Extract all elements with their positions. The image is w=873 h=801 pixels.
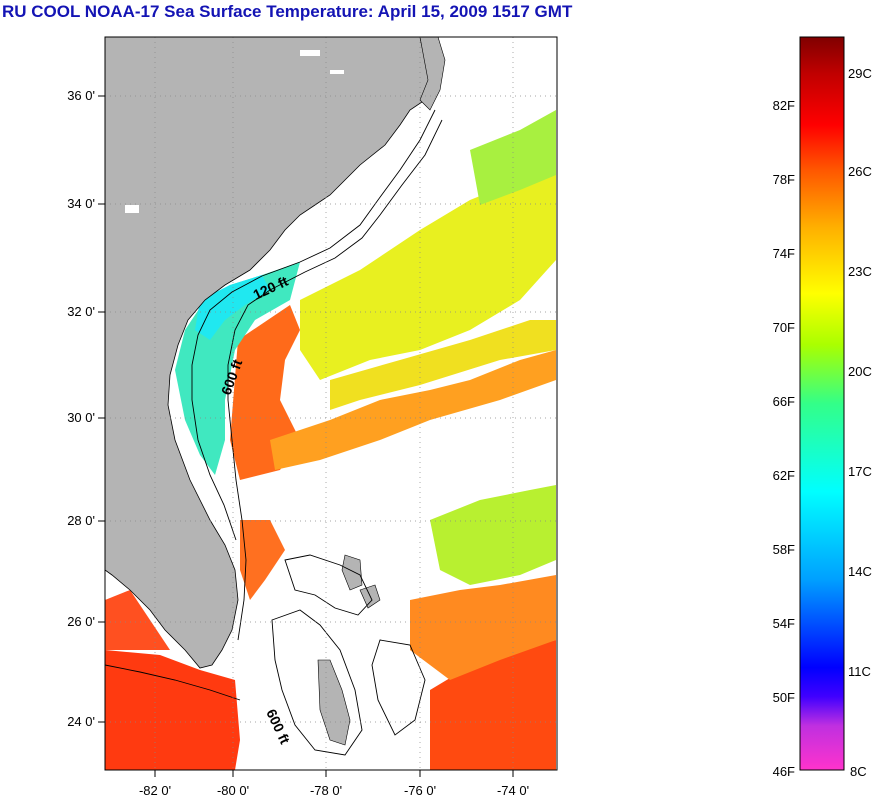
sst-offshore-yellow-north bbox=[300, 160, 556, 380]
c-label-11: 11C bbox=[848, 664, 871, 679]
cloud-speck bbox=[125, 205, 139, 213]
lat-label-32: 32 0' bbox=[67, 304, 95, 319]
sst-southeast-orange bbox=[410, 575, 556, 680]
f-label-54: 54F bbox=[773, 616, 795, 631]
outer-banks-land bbox=[419, 37, 446, 111]
contour-600ft bbox=[227, 119, 443, 641]
bathymetry-contours bbox=[105, 109, 443, 756]
contour-florida-keys bbox=[105, 664, 241, 701]
c-label-29: 29C bbox=[848, 66, 872, 81]
andros-island bbox=[317, 659, 351, 746]
lon-label-82: -82 0' bbox=[139, 783, 171, 798]
f-label-58: 58F bbox=[773, 542, 795, 557]
f-label-78: 78F bbox=[773, 172, 795, 187]
cloud-speck bbox=[330, 70, 344, 74]
c-label-14: 14C bbox=[848, 564, 872, 579]
us-east-coast-land bbox=[105, 37, 433, 669]
map-frame bbox=[104, 36, 558, 771]
longitude-labels: -82 0' -80 0' -78 0' -76 0' -74 0' bbox=[139, 783, 529, 798]
lat-label-26: 26 0' bbox=[67, 614, 95, 629]
f-label-70: 70F bbox=[773, 320, 795, 335]
sst-bahamas-orange bbox=[240, 520, 285, 600]
cloud-specks bbox=[125, 50, 344, 213]
sst-gulf-west bbox=[105, 590, 170, 650]
latitude-labels: 36 0' 34 0' 32 0' 30 0' 28 0' 26 0' 24 0… bbox=[67, 88, 95, 729]
lat-label-36: 36 0' bbox=[67, 88, 95, 103]
land-layer bbox=[105, 37, 446, 746]
c-label-23: 23C bbox=[848, 264, 872, 279]
c-label-26: 26C bbox=[848, 164, 872, 179]
lon-label-78: -78 0' bbox=[310, 783, 342, 798]
lon-label-74: -74 0' bbox=[497, 783, 529, 798]
lat-label-28: 28 0' bbox=[67, 513, 95, 528]
sst-offshore-green-south bbox=[430, 485, 556, 585]
colorbar-gradient bbox=[799, 36, 845, 771]
f-label-74: 74F bbox=[773, 246, 795, 261]
f-label-62: 62F bbox=[773, 468, 795, 483]
f-label-46: 46F bbox=[773, 764, 795, 779]
sst-warm-filament bbox=[270, 350, 556, 470]
map-ticks bbox=[98, 95, 514, 777]
map-title: RU COOL NOAA-17 Sea Surface Temperature:… bbox=[2, 2, 573, 21]
contour-bahamas-east bbox=[371, 639, 426, 736]
c-label-20: 20C bbox=[848, 364, 872, 379]
map-grid bbox=[105, 37, 557, 770]
lat-label-34: 34 0' bbox=[67, 196, 95, 211]
abaco-island bbox=[341, 554, 363, 591]
lon-label-76: -76 0' bbox=[404, 783, 436, 798]
sst-florida-straits bbox=[105, 650, 240, 770]
temperature-colorbar: 82F 78F 74F 70F 66F 62F 58F 54F 50F 46F … bbox=[773, 36, 872, 779]
f-label-82: 82F bbox=[773, 98, 795, 113]
colorbar-fahrenheit-labels: 82F 78F 74F 70F 66F 62F 58F 54F 50F 46F bbox=[773, 98, 795, 779]
cloud-speck bbox=[300, 50, 320, 56]
lat-label-30: 30 0' bbox=[67, 410, 95, 425]
lat-label-24: 24 0' bbox=[67, 714, 95, 729]
colorbar-celsius-labels: 29C 26C 23C 20C 17C 14C 11C 8C bbox=[848, 66, 872, 779]
c-label-8: 8C bbox=[850, 764, 867, 779]
sst-coastal-cyan bbox=[195, 275, 270, 340]
f-label-66: 66F bbox=[773, 394, 795, 409]
f-label-50: 50F bbox=[773, 690, 795, 705]
contour-bahamas-south bbox=[271, 609, 363, 756]
contour-120ft bbox=[191, 109, 436, 541]
lon-label-80: -80 0' bbox=[217, 783, 249, 798]
contour-bahamas bbox=[284, 554, 373, 616]
sst-map: 120 ft 600 ft 600 ft 36 0' 34 0' 32 0' 3… bbox=[67, 36, 558, 798]
sst-offshore-yellow-mid bbox=[330, 320, 556, 410]
c-label-17: 17C bbox=[848, 464, 872, 479]
